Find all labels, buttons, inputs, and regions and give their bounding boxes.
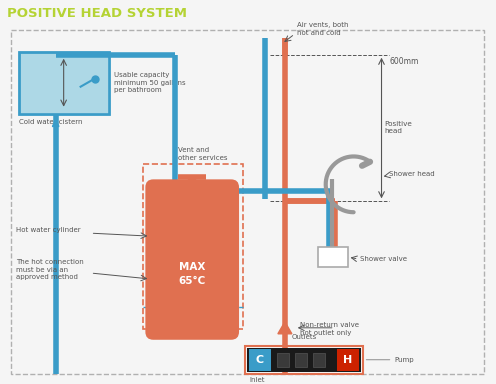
Bar bbox=[277, 353, 289, 367]
Text: Air vents, both
hot and cold: Air vents, both hot and cold bbox=[297, 22, 348, 36]
Text: Hot water cylinder: Hot water cylinder bbox=[16, 227, 80, 233]
Bar bbox=[247, 348, 361, 372]
Text: Inlet: Inlet bbox=[249, 377, 264, 382]
FancyBboxPatch shape bbox=[145, 179, 239, 340]
Bar bbox=[20, 53, 108, 113]
Text: Pump: Pump bbox=[394, 357, 414, 363]
Bar bbox=[245, 346, 363, 374]
Text: H: H bbox=[343, 355, 352, 365]
Text: Cold water cistern: Cold water cistern bbox=[19, 119, 82, 124]
Bar bbox=[11, 30, 484, 374]
Text: Shower valve: Shower valve bbox=[360, 256, 407, 262]
Text: C: C bbox=[256, 355, 264, 365]
Text: Non-return valve
hot outlet only: Non-return valve hot outlet only bbox=[300, 322, 359, 336]
Bar bbox=[19, 52, 109, 114]
Text: Positive
head: Positive head bbox=[384, 121, 412, 134]
Text: The hot connection
must be via an
approved method: The hot connection must be via an approv… bbox=[16, 259, 84, 280]
Polygon shape bbox=[278, 322, 292, 334]
Bar bbox=[318, 247, 348, 267]
Text: Shower head: Shower head bbox=[389, 171, 435, 177]
Text: POSITIVE HEAD SYSTEM: POSITIVE HEAD SYSTEM bbox=[7, 7, 187, 20]
Text: Usable capacity
minimum 50 gallons
per bathroom: Usable capacity minimum 50 gallons per b… bbox=[115, 72, 186, 93]
Text: Vent and
other services: Vent and other services bbox=[178, 147, 228, 161]
Text: Outlets: Outlets bbox=[291, 334, 316, 340]
Text: MAX
65°C: MAX 65°C bbox=[179, 262, 206, 286]
Text: 600mm: 600mm bbox=[389, 57, 419, 66]
Bar bbox=[295, 353, 307, 367]
Bar bbox=[249, 349, 271, 371]
Bar bbox=[313, 353, 325, 367]
Bar bbox=[337, 349, 359, 371]
Bar bbox=[143, 164, 243, 329]
